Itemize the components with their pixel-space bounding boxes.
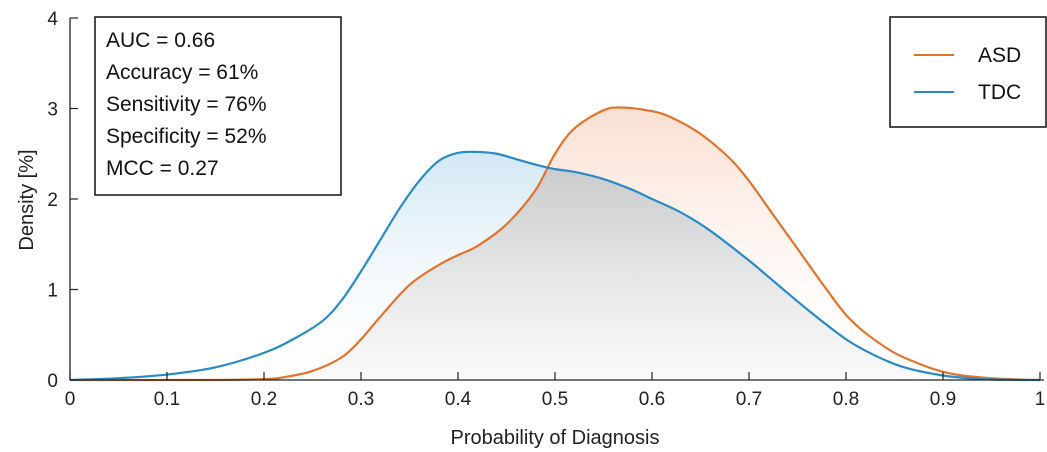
x-tick-label: 0.9 bbox=[930, 389, 956, 410]
legend-label-tdc: TDC bbox=[978, 81, 1021, 104]
x-tick-label: 0.1 bbox=[154, 389, 180, 410]
density-line-tdc bbox=[69, 150, 1041, 382]
fill-layer bbox=[70, 107, 1040, 380]
x-tick-label: 0.8 bbox=[833, 389, 859, 410]
y-tick-label: 2 bbox=[47, 190, 58, 211]
x-tick-label: 1 bbox=[1035, 389, 1046, 410]
legend: ASD TDC bbox=[889, 16, 1047, 128]
y-tick-label: 3 bbox=[47, 100, 58, 121]
y-tick-label: 1 bbox=[47, 281, 58, 302]
line-layer bbox=[69, 106, 1041, 382]
stat-mcc: MCC = 0.27 bbox=[106, 157, 219, 180]
stat-auc: AUC = 0.66 bbox=[106, 29, 215, 52]
x-tick-label: 0.7 bbox=[736, 389, 762, 410]
x-tick-label: 0.2 bbox=[251, 389, 277, 410]
x-tick-label: 0.3 bbox=[348, 389, 374, 410]
stat-specificity: Specificity = 52% bbox=[106, 125, 267, 148]
stats-box-frame bbox=[94, 16, 342, 196]
density-line-asd bbox=[69, 106, 1041, 382]
stat-accuracy: Accuracy = 61% bbox=[106, 61, 258, 84]
y-tick-label: 0 bbox=[47, 371, 58, 392]
x-axis-title: Probability of Diagnosis bbox=[451, 427, 660, 449]
y-axis-title: Density [%] bbox=[16, 149, 38, 250]
x-tick-label: 0.4 bbox=[445, 389, 472, 410]
x-tick-label: 0.5 bbox=[542, 389, 568, 410]
area-fill-overlap bbox=[70, 168, 1040, 380]
stats-box: AUC = 0.66 Accuracy = 61% Sensitivity = … bbox=[94, 16, 342, 196]
legend-frame bbox=[889, 16, 1047, 128]
x-tick-label: 0.6 bbox=[639, 389, 665, 410]
axes-layer: 0 0.1 0.2 0.3 0.4 0.5 0.6 0.7 0.8 0.9 1 0 1 2 3 4 bbox=[47, 9, 1045, 410]
stat-sensitivity: Sensitivity = 76% bbox=[106, 93, 267, 116]
x-tick-label: 0 bbox=[65, 389, 76, 410]
y-tick-label: 4 bbox=[47, 9, 58, 30]
legend-label-asd: ASD bbox=[978, 44, 1021, 67]
